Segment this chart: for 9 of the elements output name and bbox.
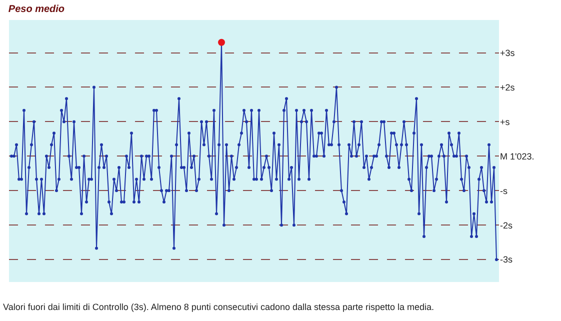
- chart-title: Peso medio: [8, 4, 65, 15]
- y-tick-label: +2s: [500, 82, 516, 92]
- y-tick-label: -3s: [500, 254, 513, 265]
- text: Valori fuori dai limiti di Controllo (3s). Almeno 8 punti consecutivi cadono dalla stessa parte rispetto la media.: [3, 302, 434, 312]
- y-tick-label: +s: [500, 116, 510, 127]
- y-tick-label: +3s: [500, 48, 516, 58]
- y-tick-label: M 1'023.: [500, 151, 534, 162]
- y-tick-label: -2s: [500, 220, 513, 230]
- y-tick-label: -s: [500, 186, 508, 196]
